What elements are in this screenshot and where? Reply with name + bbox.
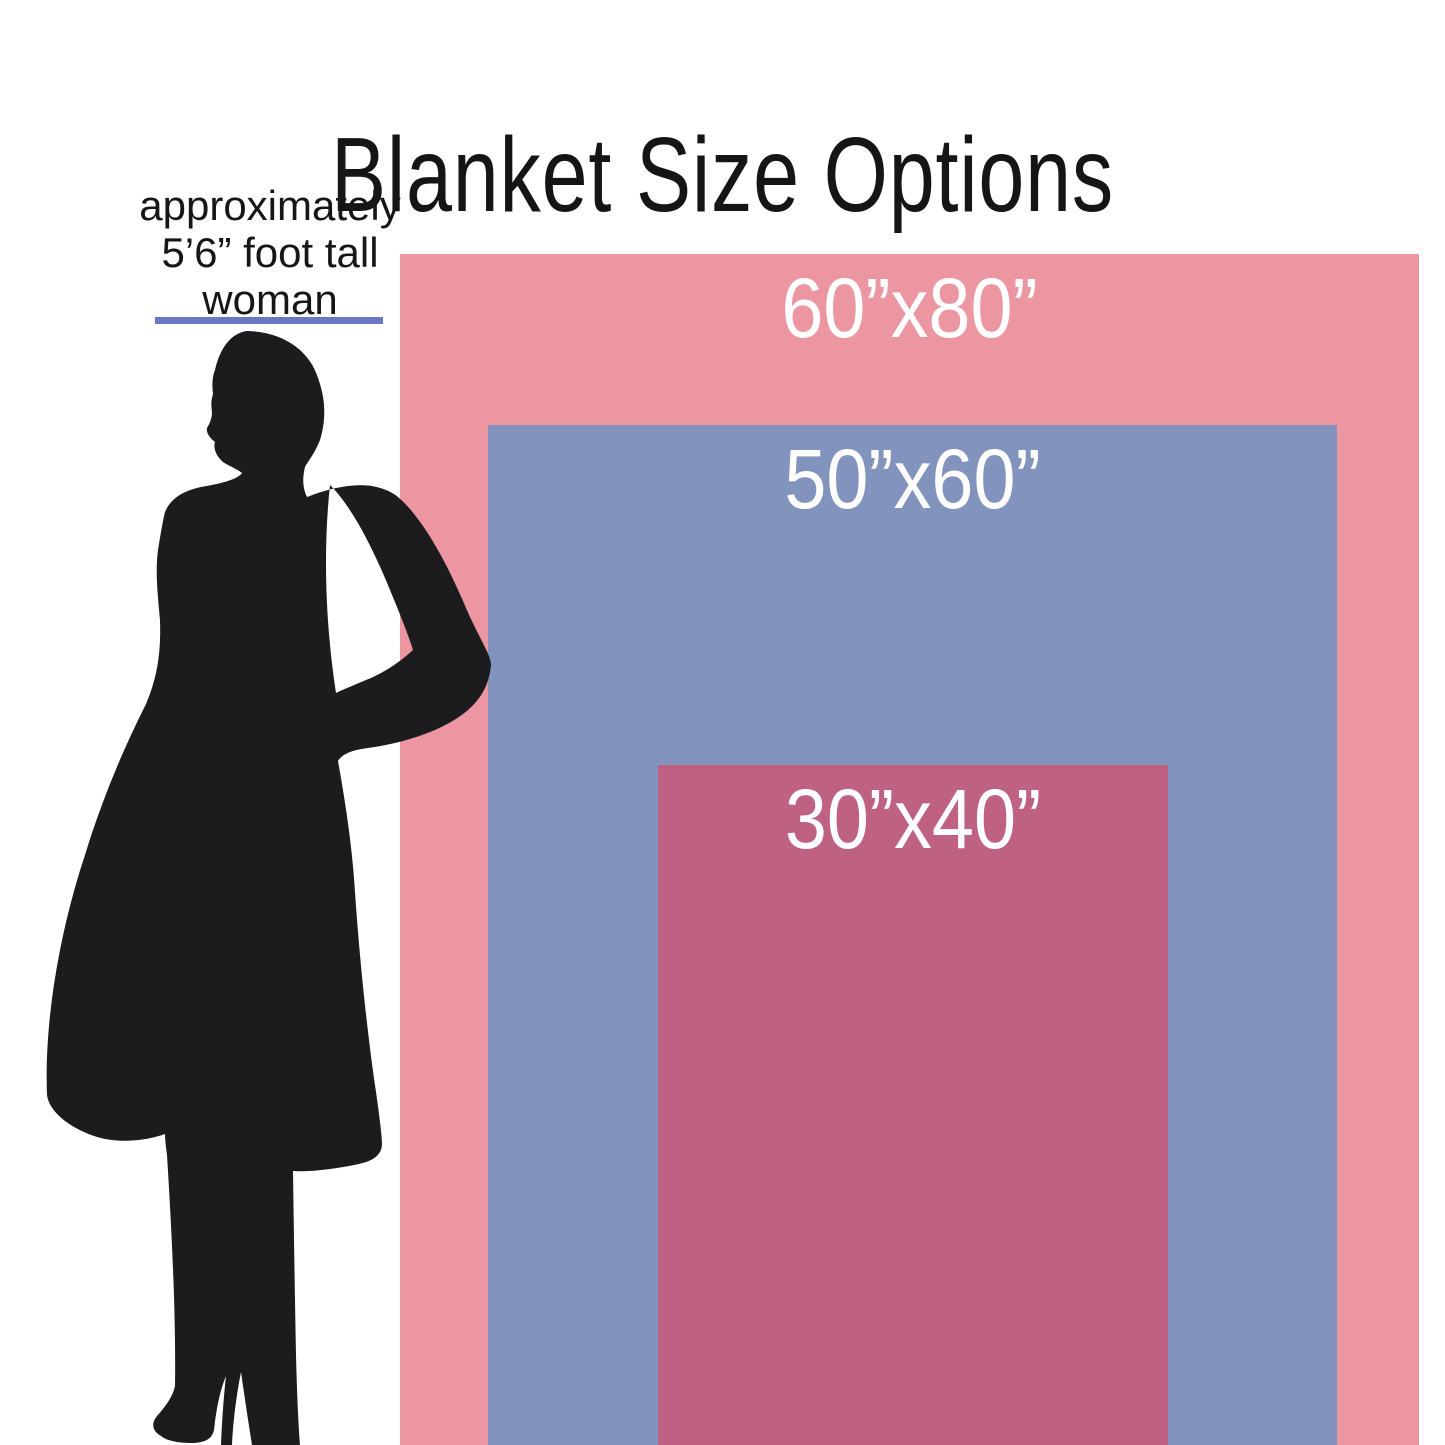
height-reference-text: approximately 5’6” foot tall woman [85, 182, 455, 323]
height-reference-underline [155, 317, 383, 324]
blanket-size-label-60x80: 60”x80” [781, 261, 1038, 355]
height-reference-line-1: approximately [139, 182, 401, 229]
blanket-size-label-30x40: 30”x40” [784, 772, 1042, 866]
page-title: Blanket Size Options [330, 116, 1115, 235]
height-reference-line-2: 5’6” foot tall [161, 229, 379, 276]
height-reference-line-3: woman [202, 276, 338, 323]
blanket-size-label-50x60: 50”x60” [784, 432, 1041, 526]
blanket-rect-30x40: 30”x40” [658, 765, 1168, 1445]
